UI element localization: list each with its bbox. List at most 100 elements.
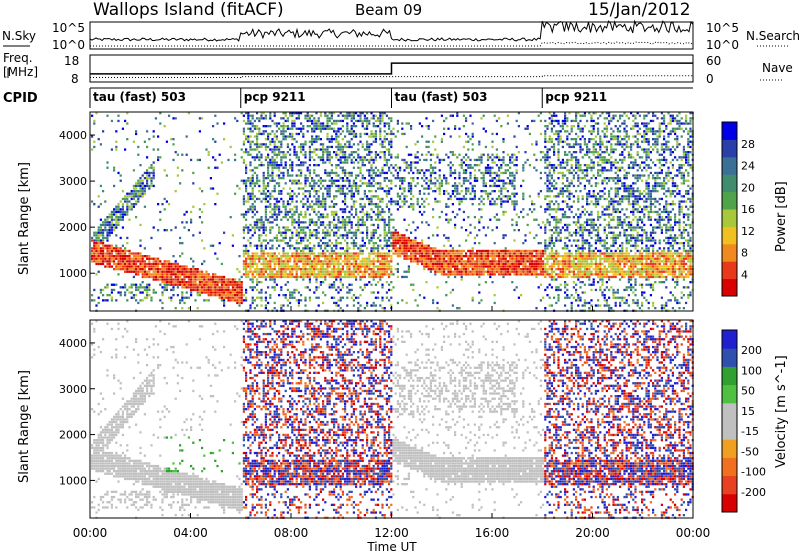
power-cell xyxy=(385,244,388,247)
power-cell xyxy=(174,281,177,284)
power-cell xyxy=(297,127,300,130)
power-cell xyxy=(286,275,289,279)
power-cell xyxy=(394,177,397,180)
power-cell xyxy=(245,273,248,276)
power-cell xyxy=(449,249,452,253)
power-cell xyxy=(440,273,443,276)
power-cell xyxy=(260,216,263,219)
power-cell xyxy=(306,286,309,289)
power-cell xyxy=(352,132,355,136)
power-cell xyxy=(187,270,190,273)
power-cell xyxy=(300,174,303,177)
power-cell xyxy=(368,174,371,177)
power-cell xyxy=(467,270,470,273)
power-cell xyxy=(130,252,133,255)
power-cell xyxy=(355,213,358,216)
power-cell xyxy=(286,127,289,130)
power-cell xyxy=(242,294,245,297)
power-cell xyxy=(337,190,340,193)
power-cell xyxy=(427,145,430,149)
power-cell xyxy=(416,161,419,164)
power-cell xyxy=(357,265,360,268)
power-cell xyxy=(363,262,366,266)
power-cell xyxy=(361,164,364,167)
power-cell xyxy=(355,242,358,245)
power-cell xyxy=(260,117,263,120)
power-cell xyxy=(383,153,386,156)
power-cell xyxy=(293,179,296,182)
power-cell xyxy=(249,223,252,227)
power-cell xyxy=(249,114,252,117)
power-cell xyxy=(511,223,514,227)
power-cell xyxy=(146,270,149,273)
power-cell xyxy=(163,197,166,201)
power-cell xyxy=(212,187,215,190)
power-cell xyxy=(110,288,113,292)
power-cell xyxy=(220,262,223,266)
power-cell xyxy=(170,296,173,299)
power-cell xyxy=(491,229,494,232)
power-cell xyxy=(304,210,307,214)
power-cell xyxy=(348,112,351,115)
power-cell xyxy=(328,244,331,247)
power-cell xyxy=(304,262,307,266)
power-cell xyxy=(273,260,276,263)
power-cell xyxy=(482,127,485,130)
power-cell xyxy=(495,260,498,263)
power-cell xyxy=(346,275,349,279)
power-cell xyxy=(249,195,252,198)
power-cell xyxy=(520,262,523,266)
power-cell xyxy=(273,288,276,292)
power-cell xyxy=(504,210,507,214)
power-cell xyxy=(99,223,102,227)
power-cell xyxy=(187,229,190,232)
power-cell xyxy=(324,208,327,211)
power-cell xyxy=(223,283,226,286)
power-cell xyxy=(333,268,336,271)
power-cell xyxy=(238,281,241,284)
power-cell xyxy=(405,200,408,203)
power-cell xyxy=(240,275,243,279)
power-cell xyxy=(271,268,274,271)
power-cell xyxy=(509,161,512,164)
power-cell xyxy=(95,112,98,115)
power-cell xyxy=(119,260,122,263)
power-cell xyxy=(247,255,250,258)
power-cell xyxy=(328,158,331,162)
power-cell xyxy=(381,247,384,250)
power-cell xyxy=(372,210,375,214)
power-cell xyxy=(124,195,127,198)
power-cell xyxy=(121,190,124,193)
power-cell xyxy=(319,130,322,133)
power-cell xyxy=(251,286,254,289)
power-cell xyxy=(286,262,289,266)
power-cell xyxy=(462,114,465,117)
power-cell xyxy=(212,294,215,297)
power-cell xyxy=(390,187,393,190)
power-cell xyxy=(465,192,468,195)
power-cell xyxy=(251,117,254,120)
power-cell xyxy=(267,174,270,177)
power-cell xyxy=(258,143,261,146)
power-cell xyxy=(346,156,349,159)
power-cell xyxy=(390,242,393,245)
power-cell xyxy=(183,278,186,281)
power-cell xyxy=(322,260,325,263)
power-cell xyxy=(315,234,318,237)
power-cell xyxy=(509,171,512,175)
power-cell xyxy=(460,226,463,229)
power-cell xyxy=(388,153,391,156)
power-cell xyxy=(322,195,325,198)
power-cell xyxy=(436,226,439,229)
power-cell xyxy=(126,200,129,203)
power-cell xyxy=(359,262,362,266)
power-cell xyxy=(126,112,129,115)
power-cell xyxy=(414,236,417,240)
power-cell xyxy=(256,117,259,120)
power-cell xyxy=(262,130,265,133)
power-cell xyxy=(146,273,149,276)
power-cell xyxy=(148,184,151,188)
power-cell xyxy=(374,213,377,216)
power-cell xyxy=(506,270,509,273)
power-cell xyxy=(372,177,375,180)
